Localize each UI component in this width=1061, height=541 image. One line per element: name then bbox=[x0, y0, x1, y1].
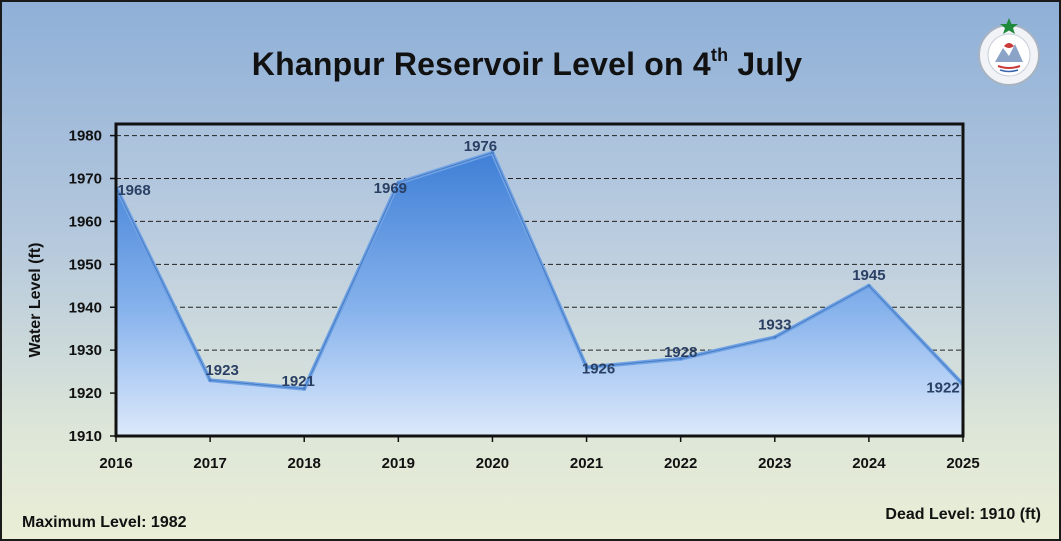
x-tick-label: 2023 bbox=[758, 455, 791, 472]
plot-border bbox=[114, 122, 965, 438]
data-label: 1945 bbox=[852, 267, 885, 284]
x-tick-label: 2022 bbox=[664, 455, 697, 472]
data-point bbox=[208, 378, 212, 382]
data-label: 1968 bbox=[117, 182, 150, 199]
data-label: 1922 bbox=[926, 380, 959, 397]
data-point bbox=[773, 335, 777, 339]
x-tick-label: 2021 bbox=[570, 455, 603, 472]
x-tick-label: 2016 bbox=[99, 455, 132, 472]
x-tick-label: 2020 bbox=[476, 455, 509, 472]
area-fill bbox=[116, 152, 963, 436]
y-tick-label: 1980 bbox=[69, 128, 102, 145]
data-point bbox=[490, 151, 494, 155]
y-tick-label: 1930 bbox=[69, 342, 102, 359]
x-tick-label: 2019 bbox=[382, 455, 415, 472]
y-axis-label: Water Level (ft) bbox=[27, 243, 44, 358]
y-tick-label: 1950 bbox=[69, 256, 102, 273]
data-point bbox=[679, 357, 683, 361]
data-point bbox=[867, 284, 871, 288]
y-tick-label: 1920 bbox=[69, 385, 102, 402]
x-tick-label: 2018 bbox=[288, 455, 321, 472]
x-tick-label: 2025 bbox=[946, 455, 979, 472]
x-tick-label: 2017 bbox=[193, 455, 226, 472]
area-line-edge bbox=[115, 152, 964, 390]
data-label: 1976 bbox=[464, 138, 497, 155]
pmd-logo-icon bbox=[978, 18, 1040, 86]
data-label: 1933 bbox=[758, 316, 791, 333]
y-tick-label: 1960 bbox=[69, 213, 102, 230]
maximum-level-note: Maximum Level: 1982 bbox=[22, 514, 187, 531]
data-point bbox=[396, 181, 400, 185]
data-point bbox=[302, 387, 306, 391]
y-axis-ticks: 1910 1920 1930 1940 1950 1960 1970 1980 bbox=[69, 128, 116, 445]
area-series bbox=[114, 150, 965, 436]
axes bbox=[114, 122, 965, 438]
data-labels: 1968 1923 1921 1969 1976 1926 1928 1933 1945 1922 bbox=[117, 138, 959, 397]
chart-title: Khanpur Reservoir Level on 4th July bbox=[251, 45, 803, 82]
y-tick-label: 1910 bbox=[69, 428, 102, 445]
data-label: 1969 bbox=[374, 180, 407, 197]
data-label: 1923 bbox=[205, 362, 238, 379]
y-tick-label: 1970 bbox=[69, 171, 102, 188]
data-label: 1926 bbox=[582, 360, 615, 377]
x-tick-label: 2024 bbox=[852, 455, 886, 472]
data-label: 1921 bbox=[282, 373, 315, 390]
data-label: 1928 bbox=[664, 344, 697, 361]
dead-level-note: Dead Level: 1910 (ft) bbox=[885, 506, 1041, 523]
x-axis-ticks: 2016 2017 2018 2019 2020 2021 2022 2023 2024 2025 bbox=[99, 436, 980, 472]
y-tick-label: 1940 bbox=[69, 299, 102, 316]
data-point bbox=[585, 365, 589, 369]
